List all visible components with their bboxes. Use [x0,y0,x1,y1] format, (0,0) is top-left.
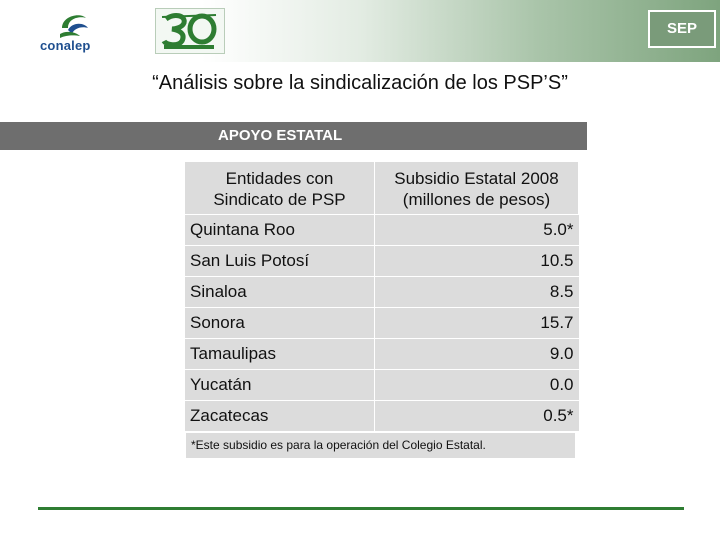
header-band: conalep SEP [0,0,720,62]
conalep-logo-icon [60,15,88,38]
header-entities: Entidades con Sindicato de PSP [185,162,375,215]
table-row: Sinaloa 8.5 [185,276,579,308]
footnote: *Este subsidio es para la operación del … [186,433,575,458]
anniversary-logo [155,8,225,54]
header-subsidy-line1: Subsidio Estatal 2008 [394,169,559,188]
header-entities-line2: Sindicato de PSP [213,190,346,209]
table-row: Tamaulipas 9.0 [185,338,579,370]
entity-cell: Yucatán [185,369,375,401]
value-cell: 9.0 [374,338,579,370]
table-row: Yucatán 0.0 [185,369,579,401]
table-row: Sonora 15.7 [185,307,579,339]
sep-logo-icon: SEP [666,20,697,37]
table-row: Zacatecas 0.5* [185,400,579,431]
value-cell: 15.7 [374,307,579,339]
section-bar: APOYO ESTATAL [0,122,587,150]
anniversary-30-logo-icon [161,13,217,49]
page-title: “Análisis sobre la sindicalización de lo… [152,72,568,94]
conalep-logo: conalep [34,6,118,58]
entity-cell: Sinaloa [185,276,375,308]
value-cell: 8.5 [374,276,579,308]
subsidy-table: Entidades con Sindicato de PSP Subsidio … [185,162,579,431]
value-cell: 0.5* [374,400,579,431]
header-subsidy-line2: (millones de pesos) [402,190,551,209]
bottom-divider [38,507,684,510]
conalep-brand-text: conalep [40,38,91,53]
entity-cell: Quintana Roo [185,214,375,246]
value-cell: 5.0* [374,214,579,246]
value-cell: 0.0 [374,369,579,401]
table-header-row: Entidades con Sindicato de PSP Subsidio … [185,162,579,215]
entity-cell: Sonora [185,307,375,339]
entity-cell: Tamaulipas [185,338,375,370]
header-subsidy: Subsidio Estatal 2008 (millones de pesos… [374,162,579,215]
value-cell: 10.5 [374,245,579,277]
sep-logo: SEP [648,10,716,48]
entity-cell: Zacatecas [185,400,375,431]
table-row: Quintana Roo 5.0* [185,214,579,246]
section-label: APOYO ESTATAL [218,127,343,144]
table-row: San Luis Potosí 10.5 [185,245,579,277]
entity-cell: San Luis Potosí [185,245,375,277]
header-entities-line1: Entidades con [225,169,334,188]
